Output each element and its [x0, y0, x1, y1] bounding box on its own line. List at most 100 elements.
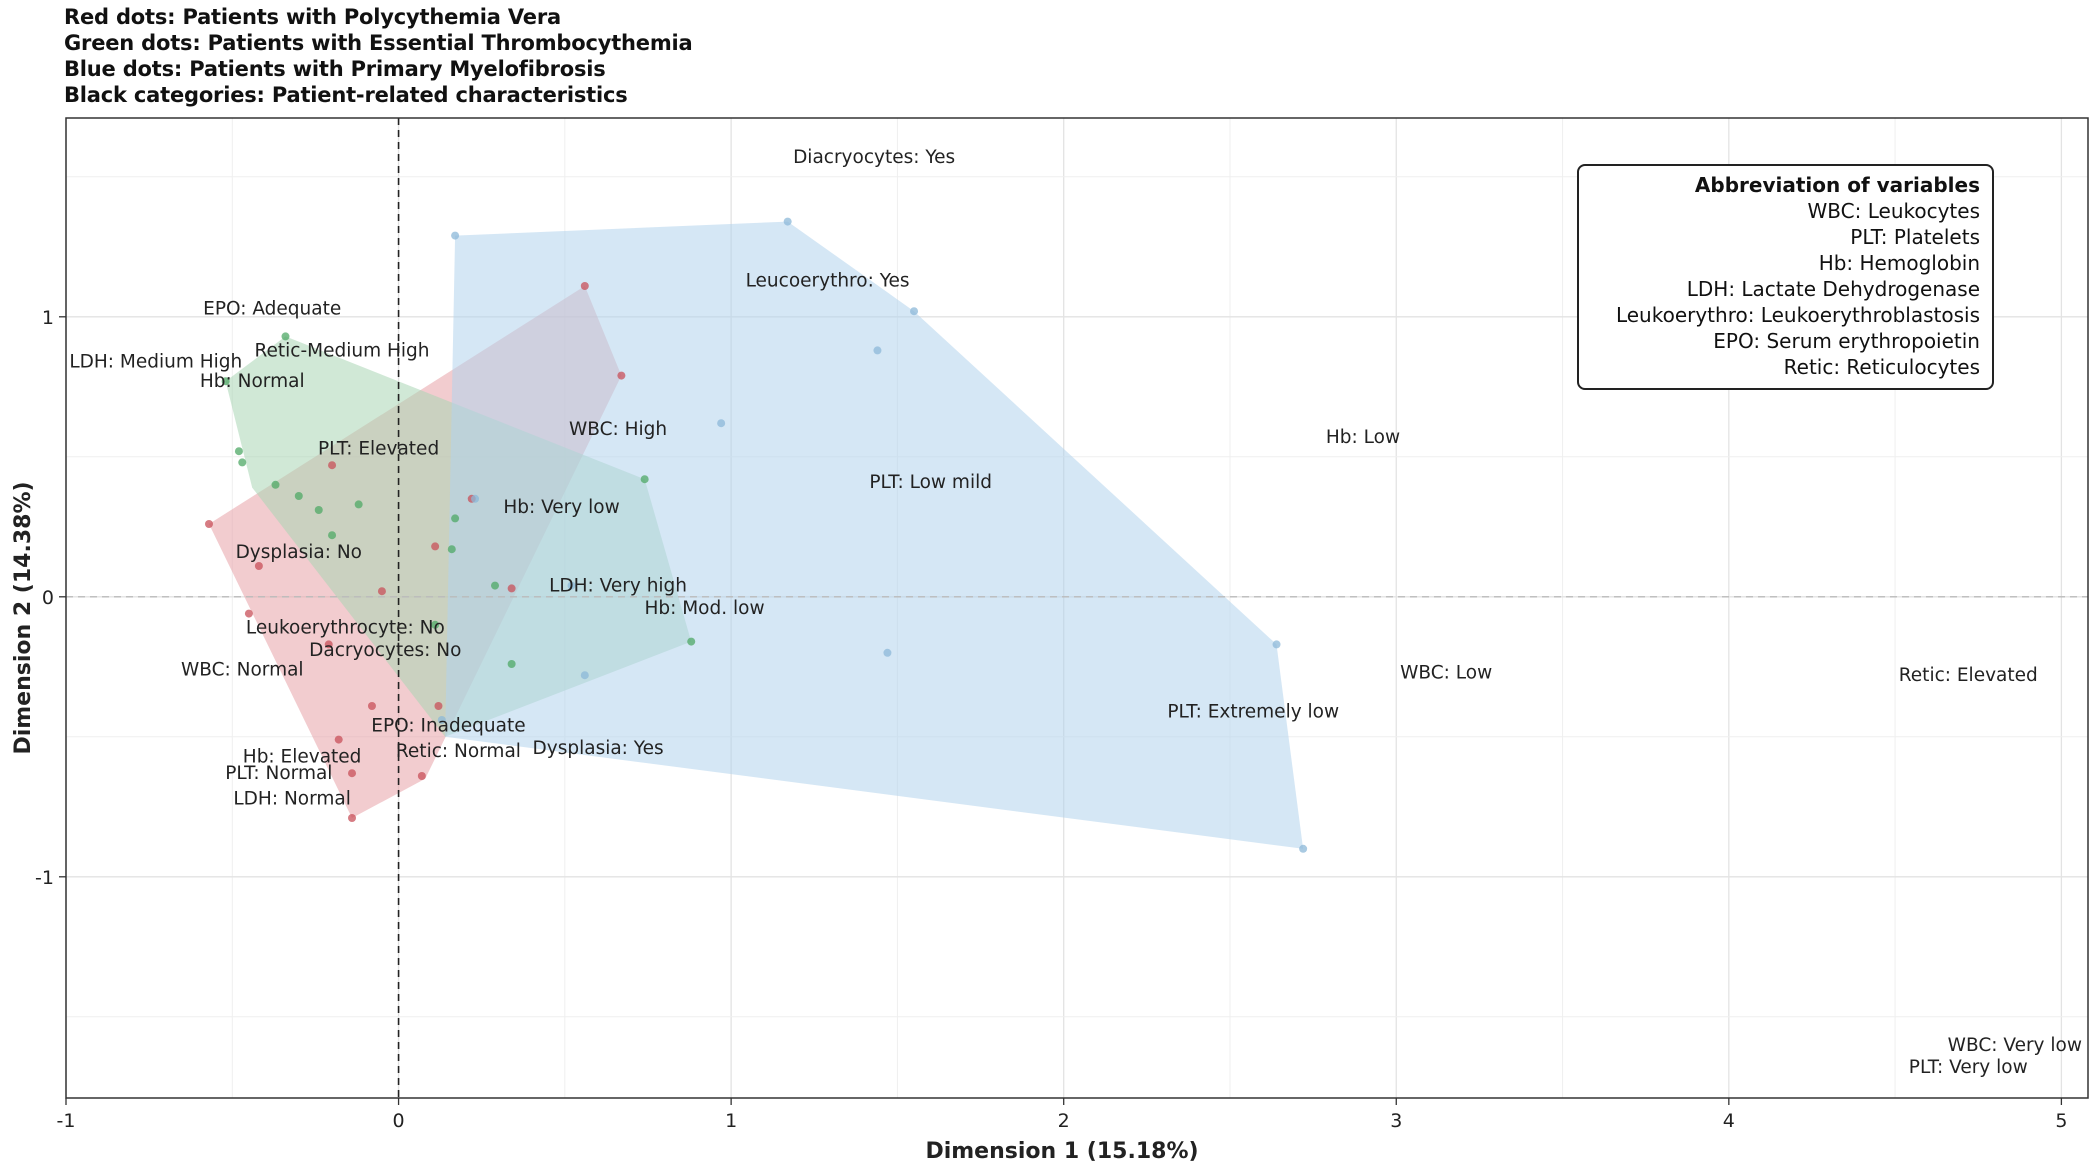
legend-item-epo: EPO: Serum erythropoietin [1713, 329, 1980, 353]
patient-point-blue [451, 231, 460, 240]
category-label: WBC: Normal [181, 660, 304, 681]
patient-point-green [354, 500, 363, 509]
patient-point-green [447, 545, 456, 554]
category-label: PLT: Very low [1909, 1057, 2028, 1078]
category-label: PLT: Low mild [869, 472, 992, 493]
x-tick-label: 2 [1058, 1110, 1070, 1132]
patient-point-red [434, 702, 443, 710]
category-label: WBC: High [569, 419, 667, 440]
patient-point-blue [567, 581, 576, 590]
patient-point-green [687, 637, 696, 646]
patient-point-blue [883, 648, 892, 657]
patient-point-red [417, 772, 426, 780]
category-label: Hb: Elevated [243, 746, 362, 767]
legend-item-ldh: LDH: Lactate Dehydrogenase [1686, 277, 1980, 301]
category-label: EPO: Inadequate [371, 716, 525, 737]
patient-point-blue [1299, 844, 1308, 853]
header-line-red: Red dots: Patients with Polycythemia Ver… [64, 5, 561, 29]
patient-point-blue [873, 346, 882, 355]
patient-point-red [348, 814, 357, 822]
patient-point-red [205, 520, 214, 528]
patient-point-red [580, 282, 589, 290]
patient-point-red [244, 609, 253, 618]
y-tick-label: 1 [42, 307, 54, 329]
x-tick-label: 0 [393, 1110, 405, 1132]
patient-point-red [348, 769, 357, 778]
hull-blue [445, 221, 1304, 849]
abbreviation-legend: Abbreviation of variables WBC: Leukocyte… [1577, 164, 1994, 390]
patient-points [205, 217, 1308, 853]
group-hulls [209, 221, 1304, 849]
legend-item-wbc: WBC: Leukocytes [1807, 199, 1980, 223]
category-label: Leucoerythro: Yes [746, 270, 910, 291]
patient-point-green [238, 458, 247, 467]
category-label: Hb: Low [1326, 427, 1400, 448]
category-label: PLT: Normal [225, 763, 332, 784]
patient-point-blue [1272, 640, 1281, 649]
category-label: LDH: Normal [233, 788, 351, 809]
patient-point-green [271, 480, 280, 489]
category-label: EPO: Adequate [203, 298, 341, 319]
legend-item-leukoerythro: Leukoerythro: Leukoerythroblastosis [1615, 303, 1980, 327]
patient-point-green [234, 447, 243, 456]
patient-point-green [431, 620, 440, 629]
category-label: Dacryocytes: No [309, 640, 461, 661]
patient-point-blue [580, 671, 589, 680]
patient-point-green [507, 660, 516, 668]
category-label: Retic: Normal [396, 741, 521, 762]
patient-point-blue [717, 419, 726, 428]
category-label: Leukoerythrocyte: No [246, 618, 445, 639]
x-tick-label: -1 [57, 1110, 76, 1132]
x-axis-title: Dimension 1 (15.18%) [925, 1139, 1198, 1164]
patient-point-red [324, 640, 333, 649]
category-label: Dysplasia: Yes [533, 738, 664, 759]
axis-ticks: -1 0 1 2 3 4 5 -1 0 1 [35, 307, 2067, 1132]
reference-lines [66, 118, 2088, 1098]
legend-item-hb: Hb: Hemoglobin [1818, 251, 1980, 275]
patient-point-red [617, 371, 626, 380]
header-line-blue: Blue dots: Patients with Primary Myelofi… [64, 57, 606, 81]
category-label: Dysplasia: No [236, 542, 362, 563]
header-line-black: Black categories: Patient-related charac… [64, 83, 628, 107]
patient-point-blue [437, 716, 446, 724]
patient-point-red [377, 587, 386, 596]
category-label: Retic-Medium High [255, 340, 430, 361]
plot-border [65, 117, 2089, 1099]
legend-item-retic: Retic: Reticulocytes [1783, 355, 1980, 379]
patient-point-red [254, 562, 263, 570]
category-label: LDH: Very high [549, 576, 687, 597]
legend-title: Abbreviation of variables [1694, 173, 1980, 197]
category-labels: Diacryocytes: Yes Leucoerythro: Yes EPO: A… [69, 147, 2082, 1078]
y-axis-title: Dimension 2 (14.38%) [11, 481, 36, 754]
patient-point-green [640, 475, 649, 484]
patient-point-green [491, 581, 500, 590]
x-tick-label: 1 [725, 1110, 737, 1132]
patient-point-green [328, 531, 337, 540]
patient-point-green [314, 506, 323, 514]
patient-point-red [328, 461, 337, 470]
patient-point-red [507, 584, 516, 593]
patient-point-red [431, 542, 440, 551]
patient-point-red [334, 735, 343, 744]
category-label: LDH: Medium High [69, 352, 242, 373]
chart-header: Red dots: Patients with Polycythemia Ver… [64, 4, 693, 108]
category-label: Retic: Elevated [1899, 665, 2038, 686]
patient-point-blue [783, 217, 792, 226]
patient-point-green [294, 492, 303, 500]
x-tick-label: 3 [1390, 1110, 1402, 1132]
x-tick-label: 5 [2055, 1110, 2067, 1132]
category-label: WBC: Very low [1948, 1035, 2082, 1056]
patient-point-green [281, 332, 290, 341]
category-label: Hb: Very low [503, 497, 619, 518]
x-tick-label: 4 [1723, 1110, 1735, 1132]
patient-point-red [367, 702, 376, 710]
category-label: PLT: Extremely low [1167, 702, 1339, 723]
patient-point-blue [910, 307, 919, 316]
category-label: Hb: Normal [200, 371, 305, 392]
header-line-green: Green dots: Patients with Essential Thro… [64, 31, 693, 55]
patient-point-green [221, 377, 230, 386]
legend-item-plt: PLT: Platelets [1850, 225, 1980, 249]
category-label: Diacryocytes: Yes [793, 147, 955, 168]
category-label: WBC: Low [1400, 662, 1492, 683]
